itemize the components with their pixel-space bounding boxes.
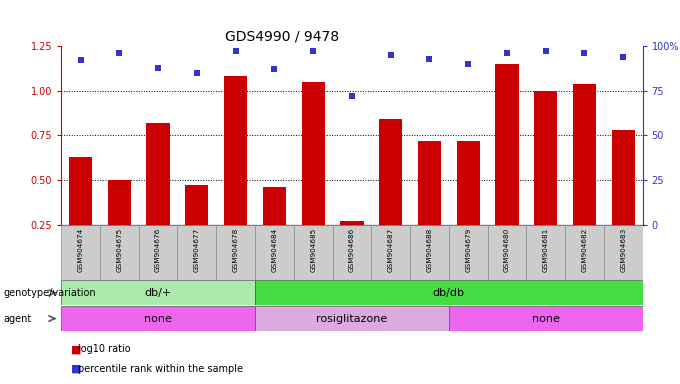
Text: GSM904678: GSM904678 — [233, 227, 239, 271]
Point — [385, 52, 396, 58]
Text: GSM904680: GSM904680 — [504, 227, 510, 271]
Bar — [456, 141, 480, 225]
Bar — [255, 306, 449, 331]
Text: log10 ratio: log10 ratio — [78, 344, 131, 354]
Bar — [534, 91, 558, 225]
Text: ■: ■ — [71, 364, 82, 374]
Bar — [488, 225, 526, 280]
Point — [307, 48, 318, 55]
Point — [462, 61, 473, 67]
Bar — [301, 82, 325, 225]
Text: GSM904684: GSM904684 — [271, 227, 277, 271]
Bar — [418, 141, 441, 225]
Bar — [333, 225, 371, 280]
Point — [192, 70, 203, 76]
Bar — [177, 225, 216, 280]
Text: db/+: db/+ — [144, 288, 172, 298]
Bar — [410, 225, 449, 280]
Text: ■: ■ — [71, 344, 82, 354]
Text: genotype/variation: genotype/variation — [3, 288, 96, 298]
Text: GSM904674: GSM904674 — [78, 227, 84, 271]
Point — [152, 65, 163, 71]
Bar — [526, 225, 565, 280]
Point — [114, 50, 125, 56]
Bar — [139, 225, 177, 280]
Text: GSM904675: GSM904675 — [116, 227, 122, 271]
Bar — [294, 225, 333, 280]
Bar — [449, 225, 488, 280]
Point — [617, 54, 628, 60]
Bar — [573, 84, 596, 225]
Point — [541, 48, 551, 55]
Text: rosiglitazone: rosiglitazone — [316, 313, 388, 324]
Text: GSM904687: GSM904687 — [388, 227, 394, 271]
Text: none: none — [144, 313, 172, 324]
Point — [75, 57, 86, 63]
Text: GSM904683: GSM904683 — [620, 227, 626, 271]
Text: GSM904677: GSM904677 — [194, 227, 200, 271]
Bar — [146, 123, 170, 225]
Bar — [255, 280, 643, 305]
Bar — [61, 280, 255, 305]
Bar — [604, 225, 643, 280]
Text: GSM904676: GSM904676 — [155, 227, 161, 271]
Bar — [216, 225, 255, 280]
Point — [269, 66, 280, 72]
Text: percentile rank within the sample: percentile rank within the sample — [78, 364, 243, 374]
Bar — [100, 225, 139, 280]
Point — [424, 56, 435, 62]
Bar — [185, 185, 209, 225]
Bar — [107, 180, 131, 225]
Point — [579, 50, 590, 56]
Point — [501, 50, 513, 56]
Text: GSM904686: GSM904686 — [349, 227, 355, 271]
Bar — [379, 119, 403, 225]
Bar — [340, 221, 364, 225]
Text: db/db: db/db — [432, 288, 465, 298]
Text: GSM904688: GSM904688 — [426, 227, 432, 271]
Bar — [371, 225, 410, 280]
Text: agent: agent — [3, 313, 32, 324]
Text: GSM904681: GSM904681 — [543, 227, 549, 271]
Bar — [565, 225, 604, 280]
Point — [230, 48, 241, 55]
Text: GSM904679: GSM904679 — [465, 227, 471, 271]
Bar — [611, 130, 635, 225]
Bar — [262, 187, 286, 225]
Bar — [69, 157, 92, 225]
Text: none: none — [532, 313, 560, 324]
Text: GSM904682: GSM904682 — [581, 227, 588, 271]
Bar — [61, 225, 100, 280]
Title: GDS4990 / 9478: GDS4990 / 9478 — [225, 30, 339, 43]
Text: GSM904685: GSM904685 — [310, 227, 316, 271]
Bar — [449, 306, 643, 331]
Bar — [61, 306, 255, 331]
Bar — [224, 76, 248, 225]
Bar — [255, 225, 294, 280]
Point — [346, 93, 358, 99]
Bar — [495, 64, 519, 225]
